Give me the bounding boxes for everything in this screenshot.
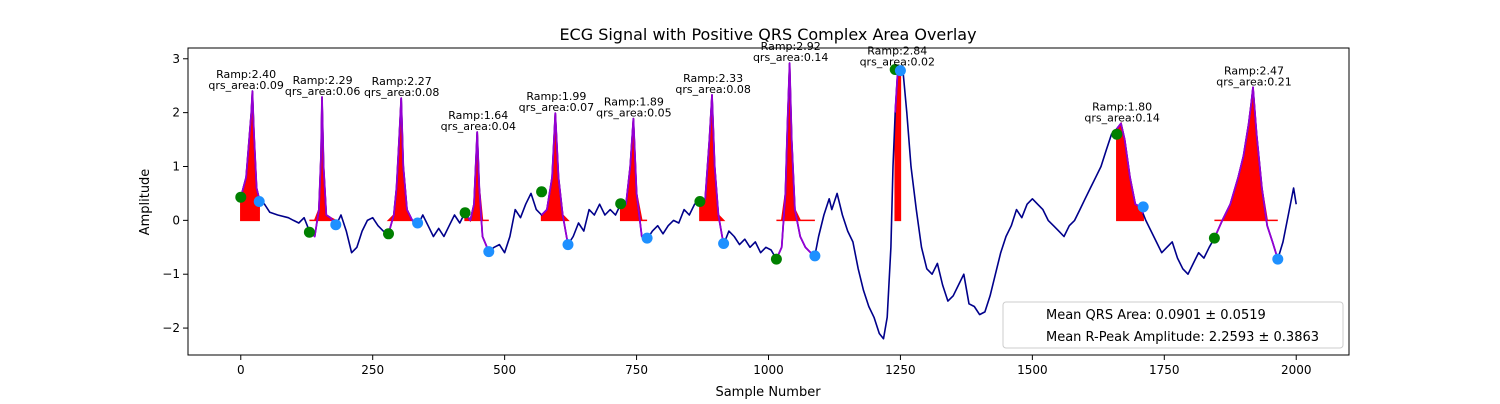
qrs-area-fill: [776, 63, 815, 222]
legend-box: [1002, 301, 1344, 349]
qrs-offset-marker: [1137, 201, 1149, 213]
x-tick-label: 500: [493, 363, 516, 377]
r-amp-annotation: Ramp:2.33: [683, 72, 743, 85]
qrs-onset-marker: [303, 226, 315, 238]
qrs-area-annotation: qrs_area:0.04: [441, 120, 516, 133]
qrs-onset-marker: [1208, 232, 1220, 244]
r-amp-annotation: Ramp:2.40: [216, 68, 276, 81]
legend-entry-r-peak: Mean R-Peak Amplitude: 2.2593 ± 0.3863: [1046, 330, 1319, 345]
legend-entry-qrs-area: Mean QRS Area: 0.0901 ± 0.0519: [1046, 308, 1266, 323]
x-tick-label: 1750: [1149, 363, 1180, 377]
qrs-area-annotation: qrs_area:0.08: [675, 83, 750, 96]
y-axis: −2 −1 0 1 2 3: [162, 52, 188, 335]
qrs-segment-line: [239, 90, 261, 200]
marker-layer: [235, 64, 1284, 265]
y-tick-label: −2: [162, 321, 180, 335]
qrs-onset-marker: [235, 191, 247, 203]
qrs-offset-marker: [641, 232, 653, 244]
y-tick-label: 2: [172, 106, 180, 120]
r-amp-annotation: Ramp:2.29: [293, 74, 353, 87]
qrs-offset-marker: [483, 246, 495, 258]
legend: Mean QRS Area: 0.0901 ± 0.0519 Mean R-Pe…: [1002, 301, 1344, 349]
qrs-segment-line: [540, 112, 569, 245]
chart-title: ECG Signal with Positive QRS Complex Are…: [559, 25, 976, 44]
qrs-onset-marker: [1111, 128, 1123, 140]
x-tick-label: 1250: [885, 363, 916, 377]
qrs-area-annotation: qrs_area:0.07: [519, 101, 594, 114]
y-tick-label: 1: [172, 159, 180, 173]
qrs-offset-marker: [562, 239, 574, 251]
qrs-area-annotation: qrs_area:0.08: [364, 86, 439, 99]
x-axis-label: Sample Number: [715, 385, 821, 400]
r-amp-annotation: Ramp:2.27: [372, 75, 432, 88]
qrs-onset-marker: [383, 228, 394, 240]
qrs-segment-line: [775, 62, 816, 260]
x-tick-label: 750: [625, 363, 648, 377]
qrs-segment-line: [1213, 86, 1279, 260]
r-amp-annotation: Ramp:2.92: [761, 40, 821, 53]
y-axis-label: Amplitude: [138, 169, 153, 236]
y-tick-label: 3: [172, 52, 180, 66]
qrs-offset-marker: [253, 196, 265, 207]
qrs-area-annotation: qrs_area:0.06: [285, 85, 360, 98]
r-amp-annotation: Ramp:1.80: [1092, 100, 1152, 113]
qrs-area-annotation: qrs_area:0.09: [208, 79, 283, 92]
x-tick-label: 0: [237, 363, 245, 377]
qrs-onset-marker: [615, 198, 627, 210]
r-amp-annotation: Ramp:1.99: [526, 90, 586, 103]
qrs-onset-marker: [770, 253, 782, 265]
y-tick-label: 0: [172, 213, 180, 227]
x-tick-label: 2000: [1281, 363, 1312, 377]
x-tick-label: 1500: [1017, 363, 1048, 377]
qrs-offset-marker: [809, 250, 821, 262]
qrs-offset-marker: [330, 219, 342, 231]
r-amp-annotation: Ramp:2.47: [1224, 64, 1284, 77]
x-axis: 0 250 500 750 1000 1250 1500 1750 2000: [237, 355, 1312, 377]
r-amp-annotation: Ramp:1.64: [448, 109, 508, 122]
qrs-area-annotation: qrs_area:0.14: [753, 51, 828, 64]
qrs-area-annotation: qrs_area:0.14: [1084, 111, 1159, 124]
qrs-segment-line: [387, 97, 419, 235]
x-tick-label: 1000: [753, 363, 784, 377]
y-tick-label: −1: [162, 267, 180, 281]
x-tick-label: 250: [361, 363, 384, 377]
qrs-area-annotation: qrs_area:0.02: [860, 55, 935, 68]
qrs-offset-marker: [412, 217, 424, 229]
qrs-offset-marker: [1272, 253, 1284, 265]
qrs-segment-line: [699, 94, 725, 245]
qrs-area-fill: [1214, 87, 1278, 222]
qrs-offset-marker: [894, 65, 906, 77]
qrs-onset-marker: [536, 186, 548, 198]
qrs-onset-marker: [694, 196, 706, 207]
qrs-onset-marker: [459, 207, 471, 219]
qrs-area-annotation: qrs_area:0.05: [596, 107, 671, 120]
qrs-segment-line: [464, 131, 490, 252]
r-amp-annotation: Ramp:1.89: [604, 96, 664, 109]
qrs-area-annotation: qrs_area:0.21: [1216, 75, 1291, 88]
qrs-offset-marker: [718, 238, 730, 249]
qrs-segment-line: [308, 96, 337, 238]
